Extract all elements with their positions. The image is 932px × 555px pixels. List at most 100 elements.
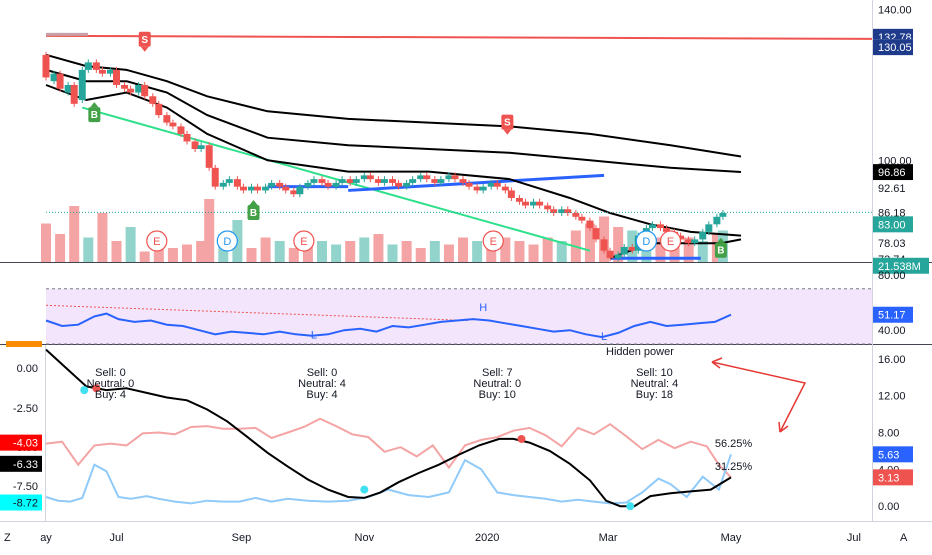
candle-body bbox=[473, 186, 481, 191]
earnings-marker[interactable]: E bbox=[659, 230, 682, 252]
price-tick-label: 140.00 bbox=[878, 5, 912, 17]
earnings-marker[interactable]: E bbox=[146, 230, 168, 252]
volume-bar bbox=[111, 241, 122, 262]
osc-right-tick: 0.00 bbox=[878, 501, 899, 513]
signal-text: B bbox=[91, 110, 98, 121]
signal-arrow bbox=[90, 102, 99, 108]
candle-body bbox=[247, 186, 255, 191]
ma-line-upper bbox=[45, 53, 742, 158]
osc-left-badge-text: -6.33 bbox=[13, 459, 38, 471]
candle-body bbox=[276, 182, 284, 187]
candle-body bbox=[282, 186, 290, 191]
candle-body bbox=[149, 96, 157, 104]
candle-body bbox=[84, 62, 92, 70]
candle-body bbox=[685, 239, 693, 244]
rsi-band bbox=[46, 288, 872, 344]
candle-body bbox=[578, 216, 586, 221]
candle-body bbox=[290, 190, 298, 195]
volume-bar bbox=[443, 244, 454, 262]
candle-body bbox=[268, 182, 276, 187]
volume-bar bbox=[204, 199, 215, 262]
volume-bar bbox=[500, 237, 511, 262]
time-tick-label: 2020 bbox=[475, 532, 499, 544]
volume-bar bbox=[167, 248, 178, 262]
price-badge-bg bbox=[873, 216, 913, 233]
price-badge-text: 130.05 bbox=[878, 42, 912, 54]
volume-bar bbox=[97, 213, 108, 262]
volume-bar bbox=[153, 241, 164, 262]
signal-arrow bbox=[249, 200, 258, 206]
candle-body bbox=[479, 186, 487, 191]
candle-body bbox=[318, 179, 326, 183]
volume-bar bbox=[514, 241, 525, 262]
candle-body bbox=[141, 84, 149, 97]
rsi-divergence-line bbox=[45, 304, 470, 322]
candle-body bbox=[648, 224, 656, 229]
candle-body bbox=[606, 250, 614, 259]
volume-bar bbox=[345, 241, 356, 262]
volume-bar bbox=[584, 223, 595, 262]
osc-right-tick: 12.00 bbox=[878, 391, 906, 403]
price-badge-bg bbox=[873, 180, 913, 197]
stats-sell: Sell: 0 bbox=[307, 367, 338, 379]
price-badge-bg bbox=[873, 235, 913, 252]
earnings-marker[interactable]: E bbox=[293, 230, 315, 252]
candle-body bbox=[113, 69, 121, 85]
marker-circle bbox=[146, 230, 168, 252]
osc-right-badge-text: 5.63 bbox=[878, 449, 899, 461]
signal-text: S bbox=[141, 35, 148, 46]
stats-buy: Buy: 10 bbox=[479, 389, 516, 401]
marker-circle bbox=[216, 230, 238, 252]
price-badge-text: 21.538M bbox=[878, 261, 921, 273]
x-corner-right[interactable]: A bbox=[900, 532, 908, 544]
candle-body bbox=[501, 186, 509, 191]
volume-bar bbox=[196, 241, 207, 262]
candle-body bbox=[437, 179, 445, 183]
signal-arrow bbox=[716, 237, 725, 243]
stats-neutral: Neutral: 4 bbox=[631, 378, 679, 390]
marker-circle bbox=[659, 230, 682, 252]
candle-body bbox=[620, 246, 628, 255]
osc-marker bbox=[626, 502, 635, 511]
candle-body bbox=[487, 182, 495, 187]
rsi-series: H L L bbox=[45, 288, 872, 345]
candle-body bbox=[586, 220, 594, 229]
candle-body bbox=[78, 69, 86, 101]
stats-neutral: Neutral: 4 bbox=[298, 378, 346, 390]
candle-body bbox=[380, 179, 388, 183]
resistance-line bbox=[45, 34, 873, 40]
dividend-marker[interactable]: D bbox=[216, 230, 238, 252]
osc-percent-label: 31.25% bbox=[715, 461, 753, 473]
candle-body bbox=[155, 103, 163, 116]
candle-body bbox=[346, 179, 354, 183]
price-badge: 83.00 bbox=[873, 216, 913, 233]
osc-left-top-badge bbox=[6, 341, 42, 347]
volume-bar bbox=[260, 237, 271, 262]
candle-body bbox=[332, 182, 340, 187]
candle-body bbox=[205, 145, 213, 168]
candle-body bbox=[558, 209, 566, 214]
signal-badge bbox=[247, 205, 260, 221]
candle-body bbox=[324, 182, 332, 187]
trendline bbox=[81, 106, 591, 252]
candle-body bbox=[225, 179, 233, 183]
volume-bar bbox=[458, 237, 469, 262]
candle-body bbox=[50, 73, 58, 82]
stats-neutral: Neutral: 0 bbox=[473, 378, 521, 390]
price-badge-bg bbox=[873, 164, 913, 181]
candle-body bbox=[296, 186, 304, 195]
x-corner-left[interactable]: Z bbox=[4, 532, 11, 544]
candle-body bbox=[177, 126, 185, 134]
candle-body bbox=[92, 62, 100, 70]
price-badge-text: 92.61 bbox=[878, 183, 906, 195]
candle-body bbox=[42, 54, 50, 78]
earnings-marker[interactable]: E bbox=[482, 230, 504, 252]
resistance-start-mark bbox=[46, 32, 88, 36]
osc-black-line bbox=[45, 348, 732, 508]
candle-body bbox=[262, 186, 270, 191]
candle-body bbox=[366, 175, 374, 180]
dividend-marker[interactable]: D bbox=[635, 230, 657, 252]
